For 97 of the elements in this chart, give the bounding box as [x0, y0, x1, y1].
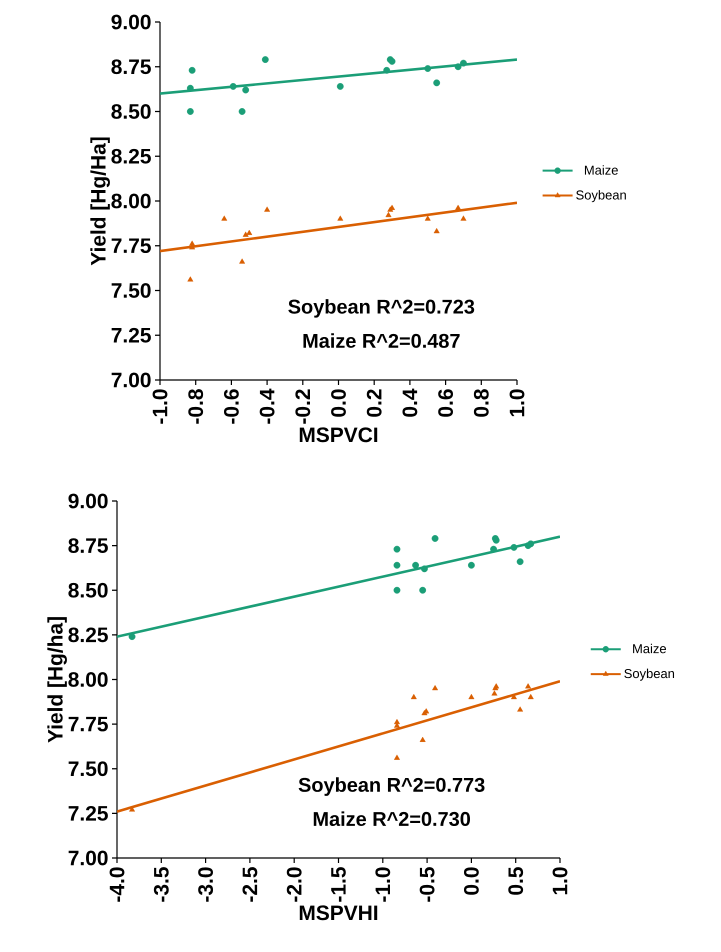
point	[527, 540, 534, 548]
point	[468, 694, 474, 700]
x-tick-label: 0.2	[366, 389, 382, 417]
point	[337, 215, 344, 221]
point	[434, 228, 440, 234]
point	[394, 754, 400, 760]
annotation: Maize R^2=0.487	[303, 333, 460, 348]
point	[510, 544, 518, 551]
legend-label: Maize	[584, 165, 618, 175]
point	[432, 535, 438, 542]
point	[455, 204, 462, 210]
point	[490, 546, 497, 553]
point	[394, 562, 400, 569]
x-tick-label: 0.0	[331, 389, 346, 417]
x-tick-label: 0.6	[438, 389, 454, 417]
point	[264, 206, 270, 212]
y-tick-label: 7.00	[112, 372, 151, 388]
point	[242, 86, 250, 94]
x-axis-title: MSPVCI	[300, 427, 378, 442]
point	[460, 60, 467, 67]
point	[420, 736, 426, 742]
x-tick-label: -0.6	[224, 389, 239, 424]
point	[460, 215, 466, 221]
point	[528, 694, 534, 700]
annotation: Soybean R^2=0.723	[288, 299, 474, 318]
y-tick-label: 7.75	[112, 238, 151, 254]
point	[525, 683, 532, 688]
y-tick-label: 7.00	[68, 850, 108, 866]
point	[239, 258, 246, 264]
y-tick-label: 7.75	[68, 716, 108, 732]
legend-label: Soybean	[576, 190, 626, 202]
point	[238, 108, 246, 115]
y-axis-title: Yield [Hg/Ha]	[90, 137, 110, 266]
point	[386, 212, 392, 218]
x-tick-label: -3.0	[198, 867, 214, 902]
y-tick-label: 8.50	[111, 104, 151, 119]
y-tick-label: 7.25	[68, 806, 108, 821]
x-tick-label: -1.5	[331, 867, 346, 902]
x-tick-label: 0.0	[464, 867, 479, 895]
point	[424, 65, 432, 72]
point	[246, 230, 252, 236]
point	[432, 685, 438, 690]
point	[242, 232, 249, 237]
point	[491, 690, 498, 696]
point	[262, 56, 269, 63]
point	[128, 633, 136, 640]
x-tick-label: -2.0	[286, 867, 302, 902]
y-tick-label: 8.25	[111, 148, 151, 164]
point	[230, 83, 237, 90]
x-tick-label: -0.4	[260, 388, 275, 424]
legend-label: Maize	[633, 644, 666, 654]
y-tick-label: 9.00	[111, 14, 151, 30]
x-tick-label: -1.0	[375, 867, 390, 902]
point	[516, 558, 524, 566]
x-tick-label: -0.8	[188, 389, 204, 424]
point	[468, 562, 475, 569]
point	[433, 79, 440, 86]
x-tick-label: -0.5	[420, 867, 435, 902]
y-tick-label: 8.50	[68, 582, 108, 598]
point	[187, 276, 194, 282]
x-tick-label: 0.4	[402, 388, 418, 417]
point	[394, 586, 400, 594]
point	[383, 66, 390, 74]
point	[336, 83, 344, 90]
y-tick-label: 7.50	[68, 761, 108, 776]
x-tick-label: 1.0	[510, 389, 524, 416]
y-axis-title: Yield [Hg/ha]	[47, 617, 67, 743]
y-tick-label: 7.50	[112, 283, 151, 298]
y-tick-label: 8.00	[68, 672, 108, 687]
y-tick-label: 8.75	[68, 538, 108, 554]
point	[186, 108, 194, 115]
point	[454, 63, 462, 70]
legend-label: Soybean	[624, 668, 674, 681]
y-tick-label: 9.00	[68, 494, 108, 508]
x-tick-label: -1.0	[152, 389, 168, 424]
annotation: Maize R^2=0.730	[314, 811, 470, 826]
point	[221, 215, 228, 221]
annotation: Soybean R^2=0.773	[298, 777, 484, 796]
x-tick-label: -4.0	[110, 867, 124, 902]
x-tick-label: 1.0	[552, 867, 568, 894]
x-tick-label: 0.8	[474, 389, 489, 417]
point	[394, 546, 400, 553]
point	[410, 694, 417, 700]
y-tick-label: 8.75	[111, 59, 151, 74]
y-tick-label: 8.25	[68, 627, 108, 642]
point	[412, 562, 419, 569]
point	[517, 706, 524, 712]
x-tick-label: -3.5	[154, 867, 169, 902]
y-tick-label: 7.25	[112, 328, 151, 343]
x-axis-title: MSPVHI	[300, 905, 378, 920]
y-tick-label: 8.00	[111, 194, 151, 208]
x-tick-label: 0.5	[508, 867, 524, 895]
point	[188, 66, 196, 74]
x-tick-label: -0.2	[295, 389, 310, 424]
point	[421, 565, 428, 572]
point	[419, 586, 426, 594]
x-tick-label: -2.5	[242, 867, 258, 902]
